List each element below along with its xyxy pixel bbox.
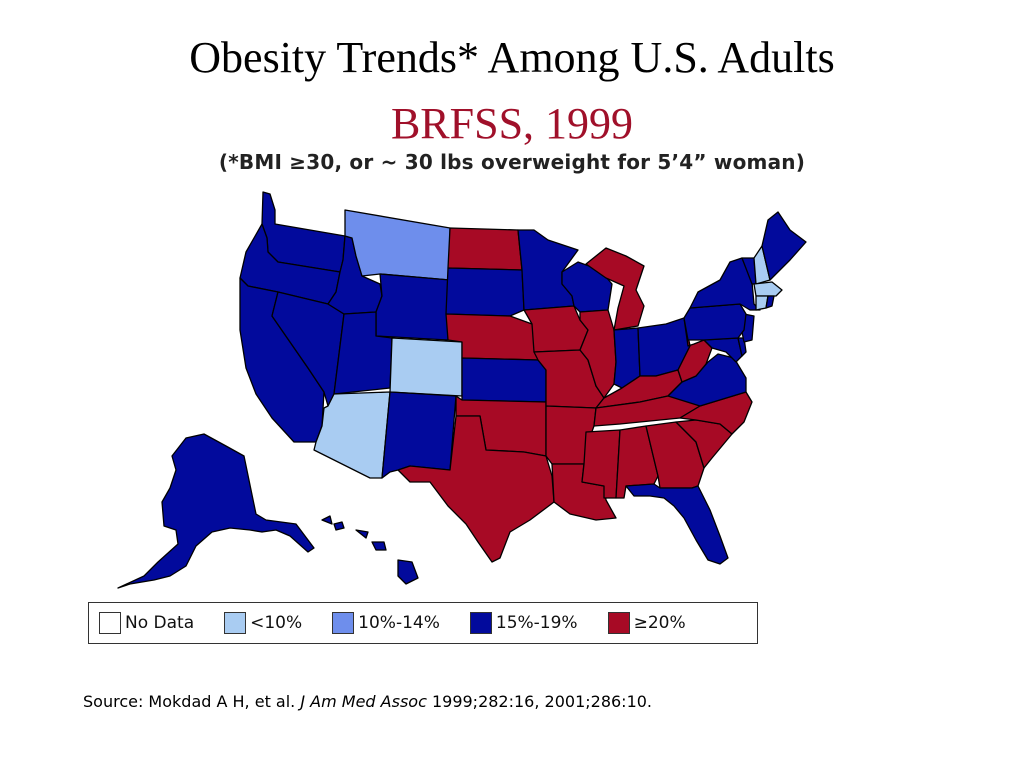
state-nm bbox=[381, 391, 457, 479]
state-mi bbox=[585, 247, 645, 331]
state-il bbox=[579, 309, 617, 399]
state-sd bbox=[445, 267, 525, 317]
state-co bbox=[389, 337, 463, 397]
state-nd bbox=[447, 227, 523, 271]
legend-item-ge20: ≥20% bbox=[607, 612, 686, 634]
state-ak bbox=[117, 433, 315, 589]
state-mt bbox=[344, 209, 451, 281]
legend-swatch bbox=[607, 612, 630, 634]
legend-swatch bbox=[99, 612, 121, 634]
state-ri bbox=[765, 295, 775, 309]
state-ma bbox=[753, 281, 783, 297]
legend-label: <10% bbox=[250, 613, 303, 633]
legend-item-15-19: 15%-19% bbox=[469, 612, 578, 634]
legend-swatch bbox=[224, 612, 247, 634]
state-ks bbox=[461, 357, 547, 403]
state-wy bbox=[375, 273, 451, 341]
legend-label: ≥20% bbox=[633, 613, 686, 633]
source-journal: J Am Med Assoc bbox=[300, 692, 427, 711]
legend-item-10-14: 10%-14% bbox=[332, 612, 440, 634]
state-fl bbox=[625, 483, 729, 565]
legend-label: 15%-19% bbox=[495, 613, 578, 633]
state-pa bbox=[683, 303, 747, 341]
us-obesity-map bbox=[117, 191, 807, 589]
legend-item-lt10: <10% bbox=[224, 612, 302, 634]
bmi-footnote: (*BMI ≥30, or ~ 30 lbs overweight for 5’… bbox=[218, 150, 806, 174]
state-me bbox=[761, 211, 807, 281]
state-tx bbox=[397, 415, 555, 563]
source-citation: Source: Mokdad A H, et al. J Am Med Asso… bbox=[83, 690, 723, 713]
legend-swatch bbox=[332, 612, 355, 634]
source-prefix: Source: Mokdad A H, et al. bbox=[83, 692, 301, 711]
state-hi bbox=[321, 515, 419, 585]
page-title: Obesity Trends* Among U.S. Adults bbox=[189, 33, 835, 82]
map-legend: No Data <10% 10%-14% 15%-19% ≥20% bbox=[88, 602, 758, 644]
state-az bbox=[313, 391, 391, 479]
source-suffix: 1999;282:16, 2001;286:10. bbox=[426, 692, 653, 711]
legend-label: 10%-14% bbox=[358, 613, 440, 633]
legend-item-no-data: No Data bbox=[99, 612, 194, 634]
state-ia bbox=[523, 305, 589, 353]
legend-label: No Data bbox=[125, 613, 195, 633]
page-subtitle: BRFSS, 1999 bbox=[390, 99, 634, 148]
legend-swatch bbox=[469, 612, 492, 634]
